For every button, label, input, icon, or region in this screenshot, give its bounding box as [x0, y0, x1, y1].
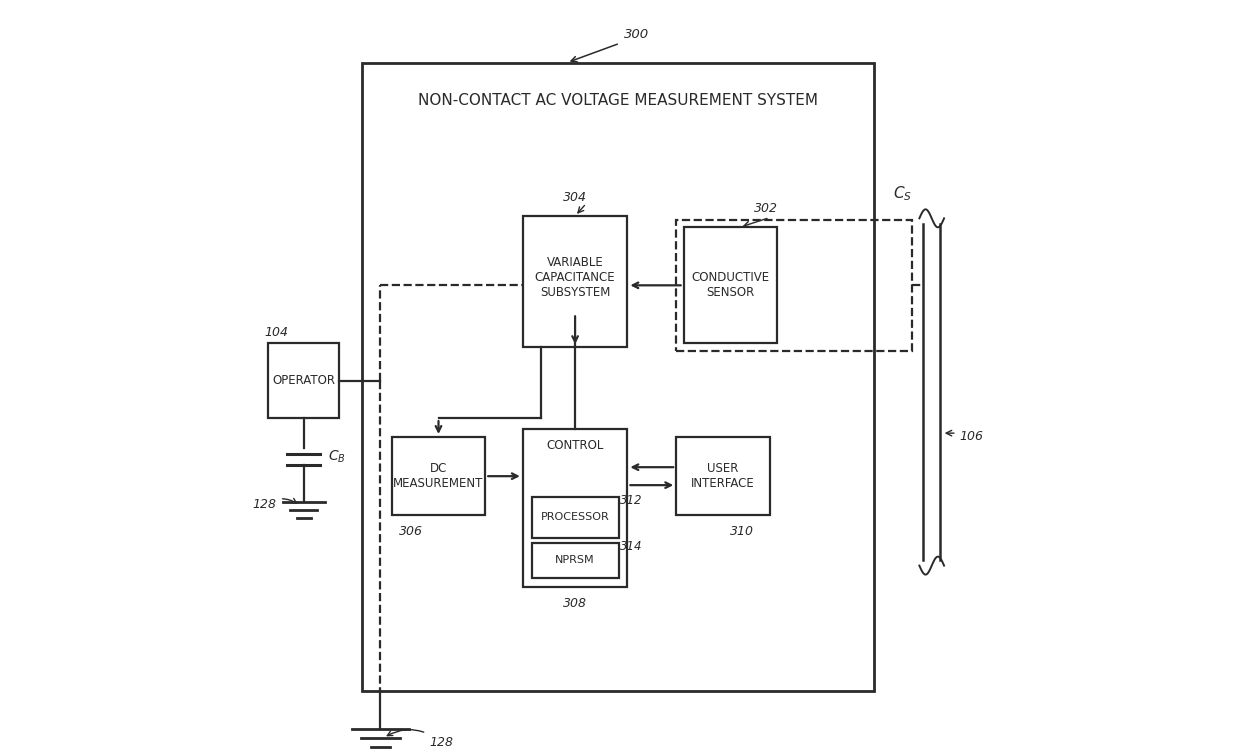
Text: 128: 128	[387, 730, 453, 749]
Bar	[676, 220, 911, 351]
Text: 104: 104	[264, 326, 289, 339]
Text: 128: 128	[253, 498, 296, 510]
Text: NON-CONTACT AC VOLTAGE MEASUREMENT SYSTEM: NON-CONTACT AC VOLTAGE MEASUREMENT SYSTE…	[418, 93, 818, 108]
Text: USER
INTERFACE: USER INTERFACE	[691, 462, 755, 490]
Bar	[532, 543, 619, 578]
Text: CONTROL: CONTROL	[547, 440, 604, 452]
Bar	[683, 227, 777, 343]
Text: CONDUCTIVE
SENSOR: CONDUCTIVE SENSOR	[692, 271, 770, 299]
Text: 300: 300	[624, 28, 649, 41]
Text: 106: 106	[959, 431, 983, 443]
Bar	[362, 63, 874, 691]
Text: $C_S$: $C_S$	[893, 184, 911, 203]
Text: 314: 314	[620, 541, 642, 553]
Bar	[268, 343, 340, 418]
Text: 304: 304	[563, 191, 587, 204]
Text: VARIABLE
CAPACITANCE
SUBSYSTEM: VARIABLE CAPACITANCE SUBSYSTEM	[534, 256, 615, 299]
Bar	[676, 437, 770, 516]
Text: DC
MEASUREMENT: DC MEASUREMENT	[393, 462, 484, 490]
Text: 302: 302	[754, 202, 777, 215]
Text: 312: 312	[620, 494, 642, 507]
Bar	[532, 497, 619, 538]
Text: 306: 306	[399, 526, 423, 538]
Text: $C_B$: $C_B$	[327, 449, 346, 465]
Text: NPRSM: NPRSM	[556, 556, 595, 566]
Text: 310: 310	[729, 526, 754, 538]
Text: 308: 308	[563, 596, 587, 609]
Text: PROCESSOR: PROCESSOR	[541, 512, 610, 523]
Bar	[523, 216, 627, 347]
Bar	[523, 429, 627, 587]
Text: OPERATOR: OPERATOR	[273, 374, 335, 388]
Bar	[392, 437, 485, 516]
